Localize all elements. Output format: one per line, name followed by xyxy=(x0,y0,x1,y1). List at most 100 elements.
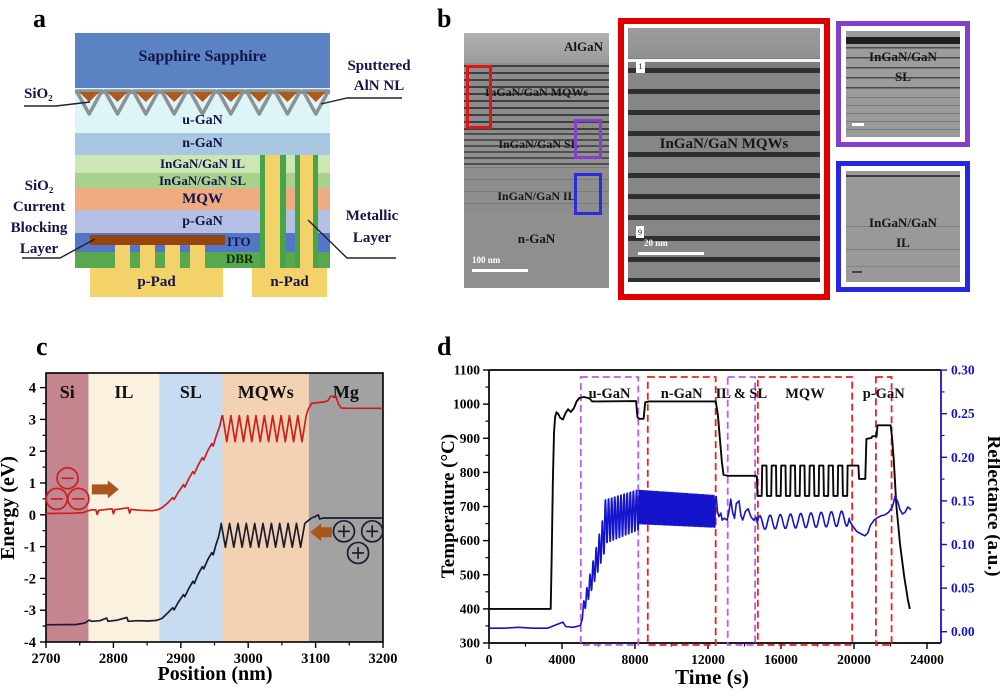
svg-text:Reflectance (a.u.): Reflectance (a.u.) xyxy=(983,436,1000,577)
svg-text:1: 1 xyxy=(29,476,36,492)
svg-text:0.20: 0.20 xyxy=(951,450,975,465)
tem-ngan-label: n-GaN xyxy=(517,231,556,246)
panel-d-label: d xyxy=(437,332,452,361)
il-faint-line xyxy=(846,266,960,267)
sputtered-aln-line1: Sputtered xyxy=(347,58,411,74)
tem-scalebar-label: 100 nm xyxy=(472,255,501,265)
svg-text:Temperature (°C): Temperature (°C) xyxy=(438,434,459,578)
svg-text:3100: 3100 xyxy=(301,651,330,667)
qw-marker-9: 9 xyxy=(636,226,644,238)
svg-text:IL: IL xyxy=(114,382,133,402)
svg-text:2: 2 xyxy=(29,444,36,460)
tem-il-highlight-box xyxy=(574,173,602,215)
svg-text:2900: 2900 xyxy=(166,651,195,667)
layer-n-gan: n-GaN xyxy=(75,133,330,155)
tem-zoom-scalebar-label: 20 nm xyxy=(644,238,668,248)
tem-mqws-label: InGaN/GaN MQWs xyxy=(484,85,588,99)
svg-text:3200: 3200 xyxy=(369,651,398,667)
svg-text:Mg: Mg xyxy=(333,382,359,402)
il-inset-scalebar xyxy=(852,271,862,273)
svg-text:3000: 3000 xyxy=(234,651,263,667)
tem-sl-label: InGaN/GaN SL xyxy=(498,137,579,151)
layer-il-label: InGaN/GaN IL xyxy=(160,156,245,171)
svg-text:400: 400 xyxy=(460,601,481,616)
tem-zoom-scalebar xyxy=(638,252,704,255)
svg-text:8000: 8000 xyxy=(622,652,649,667)
svg-text:3: 3 xyxy=(29,412,36,428)
panel-c-label: c xyxy=(36,332,48,361)
svg-text:u-GaN: u-GaN xyxy=(589,386,631,402)
svg-text:Si: Si xyxy=(60,382,75,402)
p-via xyxy=(165,245,180,268)
svg-text:0.25: 0.25 xyxy=(951,406,975,421)
band-diagram-chart: 2700 2800 2900 3000 3100 3200 -4 -3 -2 -1 0 1 2 3 4 Si I… xyxy=(0,372,398,685)
svg-text:800: 800 xyxy=(460,465,481,480)
svg-text:0.00: 0.00 xyxy=(951,624,975,639)
valence_band-curve xyxy=(45,513,383,626)
cbl-line3: Blocking xyxy=(10,220,68,236)
sl-stripes xyxy=(846,47,960,97)
tem-scalebar xyxy=(472,269,528,272)
svg-text:24000: 24000 xyxy=(910,652,944,667)
reflectance-curve xyxy=(489,489,912,629)
tem-sl-stripes xyxy=(464,133,609,167)
cbl-line4: Layer xyxy=(19,241,59,257)
tem-il-inset-label2: IL xyxy=(896,235,910,250)
n-pad-label: n-Pad xyxy=(270,274,309,290)
svg-text:p-GaN: p-GaN xyxy=(863,386,905,402)
p-via xyxy=(115,245,130,268)
metal-column-yellow xyxy=(300,155,313,297)
svg-text:MQWs: MQWs xyxy=(238,382,294,402)
svg-text:16000: 16000 xyxy=(764,652,798,667)
tem-algan-band xyxy=(464,33,609,63)
tem-mqw-highlight-box xyxy=(466,65,492,129)
sl-dark-band xyxy=(846,37,960,44)
axis-ticks: 0 4000 8000 12000 16000 20000 24000 300 400 500 60… xyxy=(453,363,975,668)
il-faint-line xyxy=(846,249,960,250)
cbl-line2: Current xyxy=(12,199,66,215)
svg-text:IL & SL: IL & SL xyxy=(716,386,768,402)
tem-il-inset-label1: InGaN/GaN xyxy=(869,215,937,230)
layer-dbr-label: DBR xyxy=(226,251,254,266)
layer-n-gan-label: n-GaN xyxy=(182,136,223,151)
svg-text:4000: 4000 xyxy=(549,652,576,667)
growth-step-boxes: u-GaN n-GaN IL & SL MQW p-GaN xyxy=(579,376,905,646)
tem-qw-stripes xyxy=(628,68,820,282)
tem-mqw-zoom-frame: InGaN/GaN MQWs 1 9 20 nm xyxy=(618,18,830,300)
svg-text:1100: 1100 xyxy=(454,363,481,378)
sputtered-aln-label: Sputtered AlN NL xyxy=(336,56,422,96)
svg-text:700: 700 xyxy=(460,499,481,514)
metallic-line1: Metallic xyxy=(345,208,399,224)
region-bands xyxy=(46,373,383,642)
pointer-lines xyxy=(22,97,402,259)
layer-sapphire-label: Sapphire Sapphire xyxy=(138,48,267,65)
svg-text:n-GaN: n-GaN xyxy=(661,386,703,402)
qw-marker-1: 1 xyxy=(636,60,645,73)
tem-sl-inset-label2: SL xyxy=(895,69,911,84)
svg-text:0.15: 0.15 xyxy=(951,493,975,508)
cbl-label: SiO₂ Current Blocking Layer xyxy=(4,176,74,260)
svg-text:Position (nm): Position (nm) xyxy=(158,663,273,685)
metallic-label: Metallic Layer xyxy=(332,205,412,249)
il-faint-line xyxy=(846,226,960,227)
axis-ticks: 2700 2800 2900 3000 3100 3200 -4 -3 -2 -1 0 1 2 3 4 xyxy=(24,381,398,667)
svg-text:0.30: 0.30 xyxy=(951,363,975,378)
sl-fine-stripes xyxy=(846,97,960,137)
conduction_band-curve xyxy=(45,395,383,516)
svg-text:SL: SL xyxy=(180,382,202,402)
tem-bright-line xyxy=(628,59,820,62)
svg-text:0.10: 0.10 xyxy=(951,537,975,552)
patterned-substrate-triangles xyxy=(74,89,331,116)
tem-il-label: InGaN/GaN IL xyxy=(497,189,576,203)
panel-a-label: a xyxy=(33,4,46,33)
svg-text:500: 500 xyxy=(460,567,481,582)
metal-column-yellow xyxy=(265,155,280,297)
sio2-label: SiO₂ xyxy=(24,86,53,102)
svg-text:0.05: 0.05 xyxy=(951,581,975,596)
layer-sapphire xyxy=(75,33,330,88)
svg-text:-2: -2 xyxy=(24,571,36,587)
tem-il-inset-frame: InGaN/GaN IL xyxy=(836,161,970,292)
svg-text:Time (s): Time (s) xyxy=(675,665,749,689)
metal-column-green xyxy=(260,155,265,268)
